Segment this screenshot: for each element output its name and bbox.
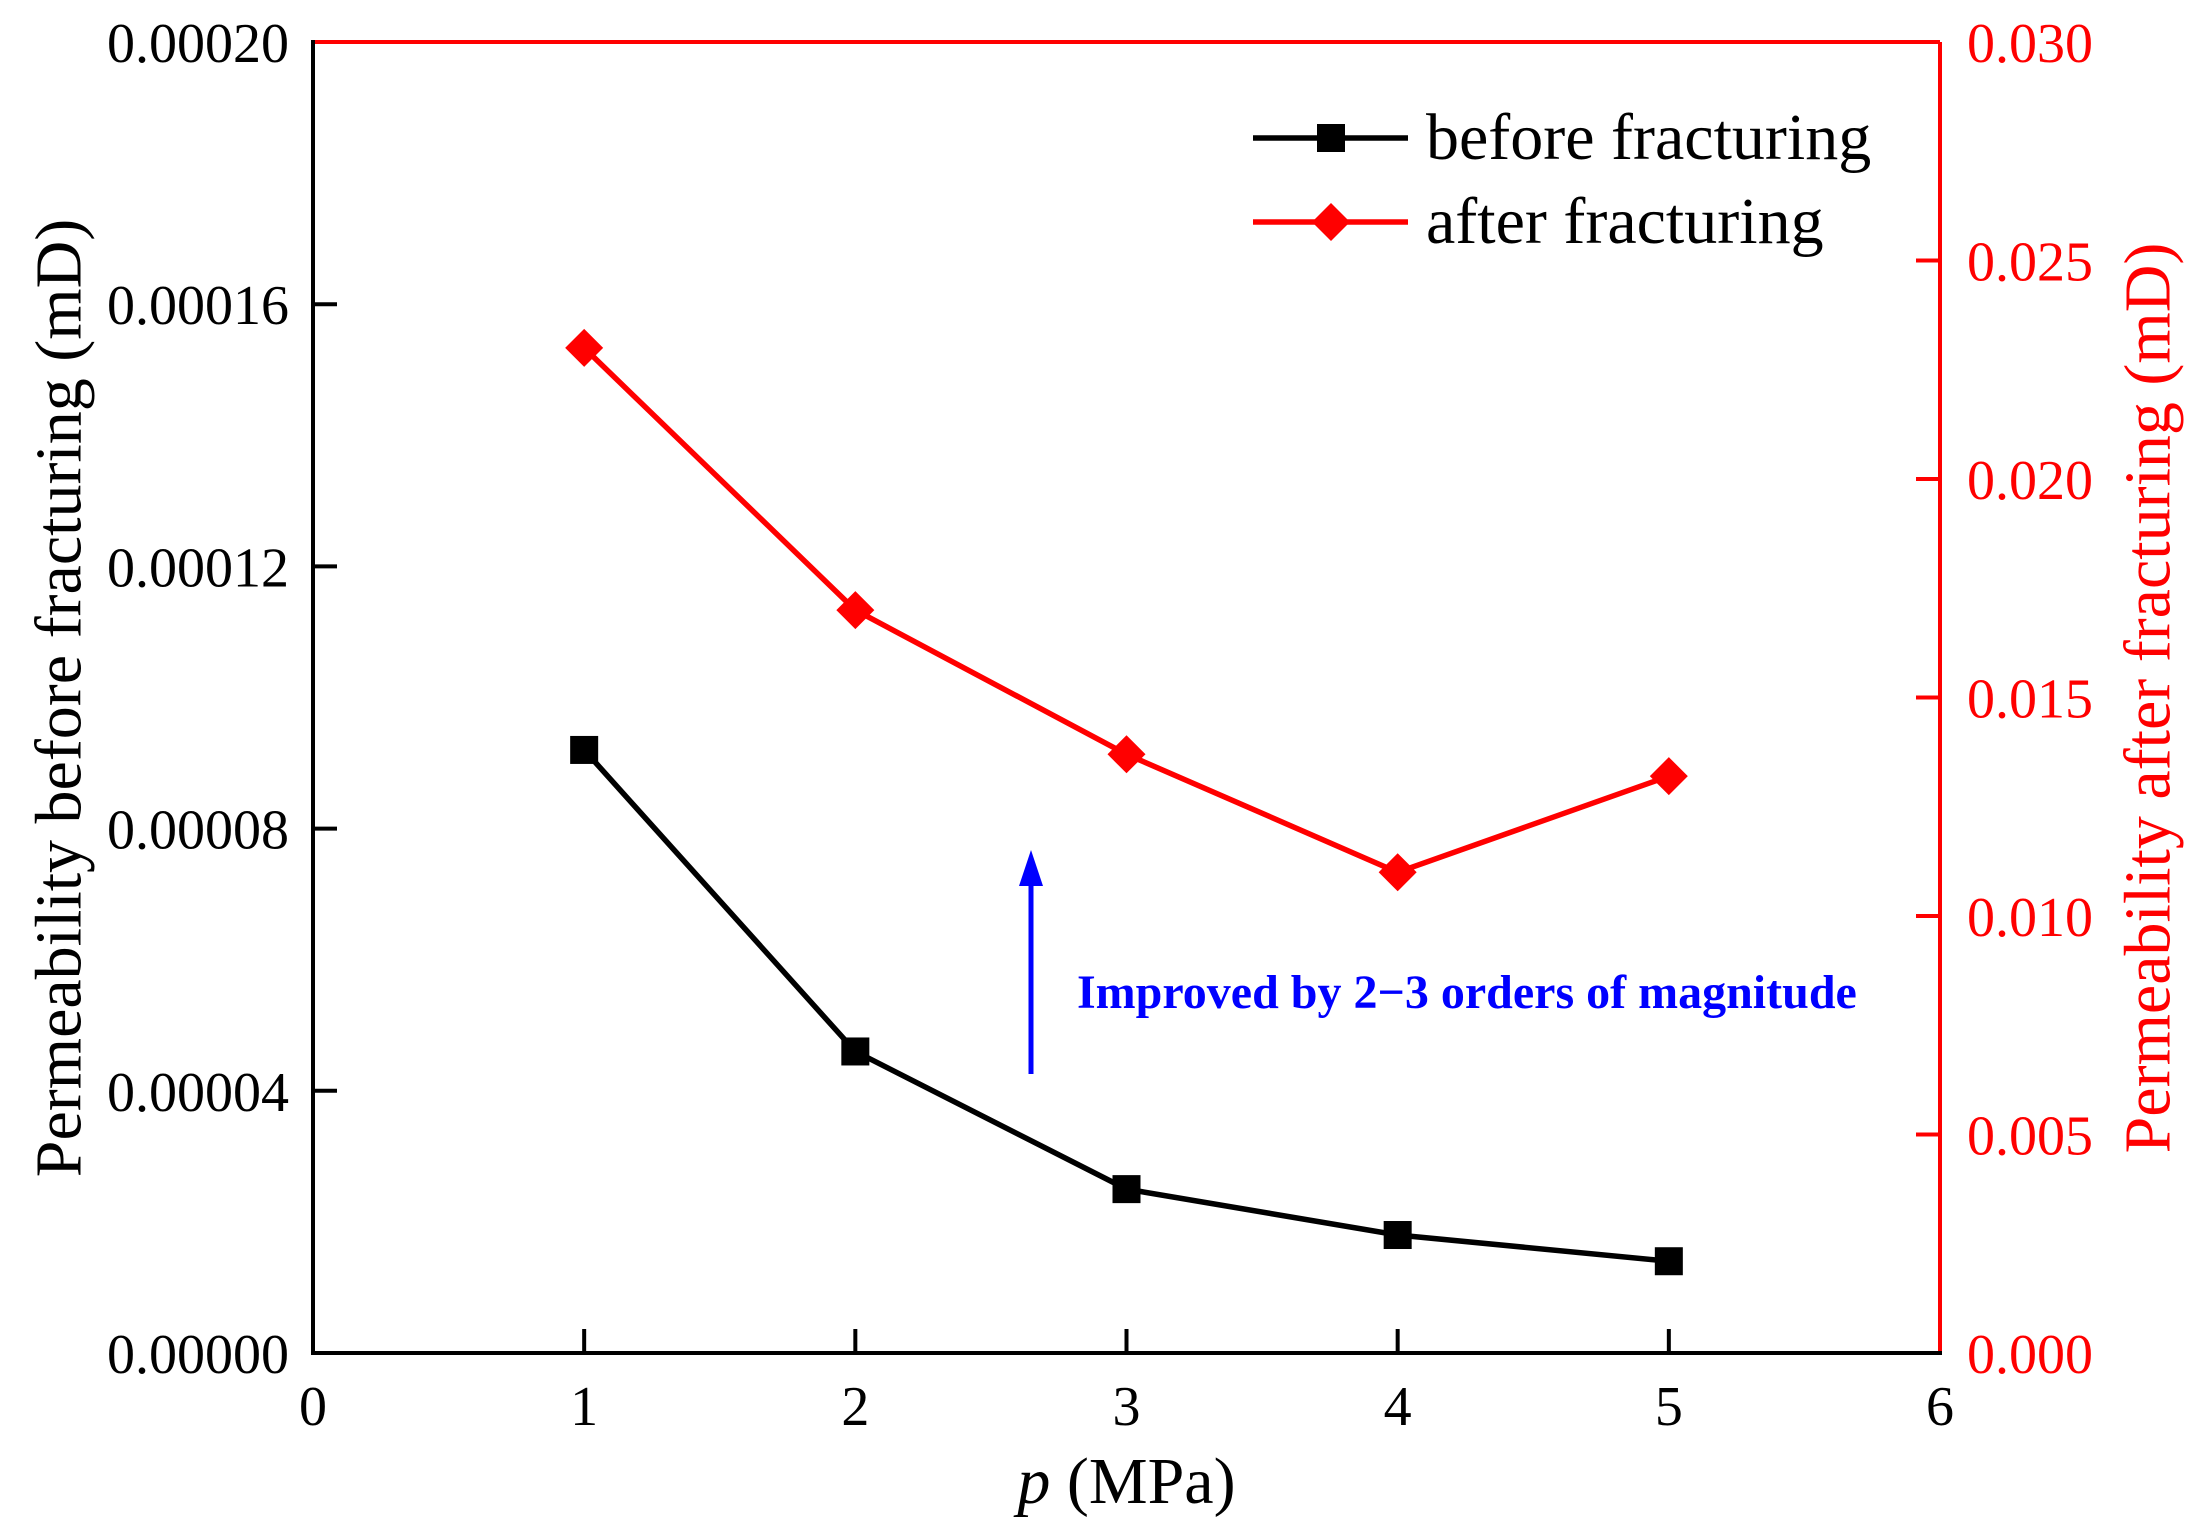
data-point-marker [565,328,604,367]
x-tick-label: 4 [1384,1376,1412,1438]
x-axis-title: p (MPa) [1013,1445,1235,1518]
data-point-marker [1383,1221,1412,1250]
y-left-tick-label: 0.00016 [107,275,289,337]
data-point-marker [841,1037,870,1066]
y-right-tick-label: 0.025 [1967,232,2093,294]
y-right-axis-title: Permeability after fracturing (mD) [2112,243,2185,1154]
legend: before fracturing after fracturing [1253,101,1871,258]
legend-label: before fracturing [1426,101,1871,174]
y-right-tick-label: 0.000 [1967,1324,2093,1386]
y-right-tick-label: 0.010 [1967,887,2093,949]
legend-marker [1312,203,1350,241]
legend-item: before fracturing [1253,101,1871,174]
annotation: Improved by 2−3 orders of magnitude [1019,850,1857,1074]
x-tick-label: 6 [1926,1376,1954,1438]
x-tick-label: 2 [841,1376,869,1438]
legend-item: after fracturing [1253,185,1824,258]
y-left-tick-label: 0.00000 [107,1324,289,1386]
legend-marker [1317,124,1345,152]
y-left-tick-label: 0.00012 [107,537,289,599]
x-tick-label: 3 [1113,1376,1141,1438]
x-axis-title-variable: p [1013,1445,1050,1518]
y-left-tick-label: 0.00004 [107,1062,289,1124]
data-point-marker [1378,853,1417,892]
series-before-fracturing [570,735,1683,1276]
data-point-marker [1649,757,1688,796]
data-point-marker [1112,1175,1141,1204]
legend-label: after fracturing [1426,185,1824,258]
annotation-arrow-head [1019,850,1043,886]
y-left-tick-label: 0.00020 [107,13,289,75]
x-axis-title-unit: (MPa) [1050,1445,1235,1518]
x-tick-label: 1 [570,1376,598,1438]
y-right-tick-label: 0.015 [1967,669,2093,731]
series-after-fracturing [565,328,1688,892]
data-point-marker [1107,735,1146,774]
annotation-text: Improved by 2−3 orders of magnitude [1077,966,1857,1019]
data-point-marker [1654,1247,1683,1276]
data-point-marker [570,735,599,764]
x-tick-label: 0 [299,1376,327,1438]
y-right-tick-label: 0.005 [1967,1106,2093,1168]
data-point-marker [836,591,875,630]
x-tick-label: 5 [1655,1376,1683,1438]
y-right-tick-label: 0.030 [1967,13,2093,75]
y-left-tick-label: 0.00008 [107,800,289,862]
y-left-axis-title: Permeability before fracturing (mD) [23,219,96,1177]
y-right-tick-label: 0.020 [1967,450,2093,512]
